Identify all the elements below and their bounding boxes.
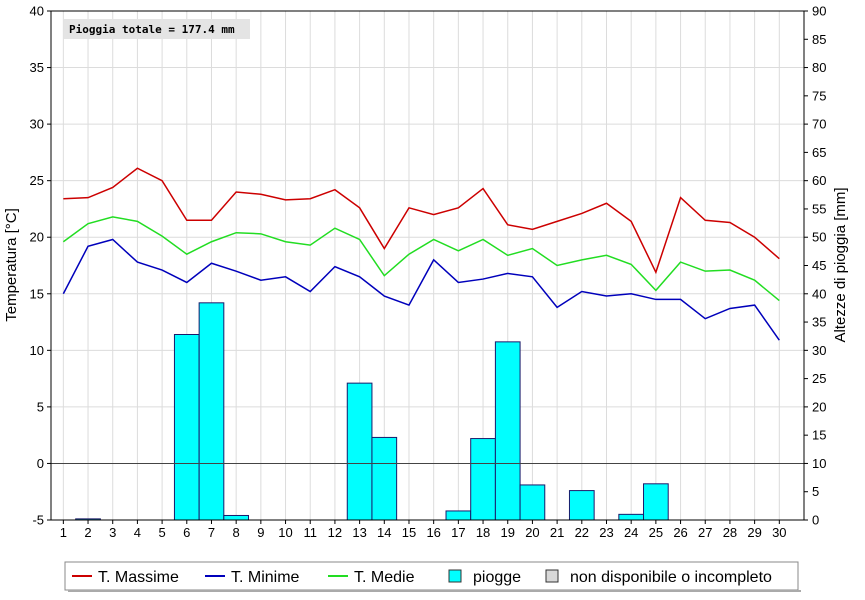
y-right-tick-label: 75 [812, 88, 826, 103]
y-left-tick-label: 20 [30, 230, 44, 245]
y-right-tick-label: 0 [812, 513, 819, 528]
rain-bar [198, 302, 225, 521]
total-rain-annotation: Pioggia totale = 177.4 mm [64, 19, 250, 39]
x-tick-label: 14 [377, 525, 391, 540]
y-right-tick-label: 45 [812, 258, 826, 273]
x-tick-label: 10 [278, 525, 292, 540]
x-tick-label: 15 [402, 525, 416, 540]
x-tick-label: 4 [134, 525, 141, 540]
y-right-tick-label: 35 [812, 315, 826, 330]
x-tick-label: 13 [352, 525, 366, 540]
y-right-tick-label: 10 [812, 456, 826, 471]
x-tick-label: 12 [328, 525, 342, 540]
annotation-box [64, 19, 250, 39]
y-right-tick-label: 30 [812, 343, 826, 358]
series-line-t-minime [62, 238, 780, 341]
x-tick-label: 19 [501, 525, 515, 540]
x-tick-label: 26 [673, 525, 687, 540]
legend-item: non disponibile o incompleto [545, 569, 772, 586]
y-left-tick-label: 30 [30, 117, 44, 132]
x-tick-label: 7 [208, 525, 215, 540]
y-left-tick-label: 5 [37, 399, 44, 414]
y-right-tick-label: 65 [812, 145, 826, 160]
rain-bar [346, 382, 373, 521]
y-axis-left-title: Temperatura [°C] [3, 208, 20, 322]
legend: T. Massime T. Minime T. Medie piogge non dis… [64, 561, 801, 592]
legend-item: T. Medie [328, 569, 415, 586]
y-axis-left-ticks: -5 0 5 10 15 20 25 30 35 40 [30, 4, 51, 528]
y-axis-right-ticks: 0 5 10 15 20 25 30 35 40 45 50 55 60 65 70 75 80 85 90 [804, 4, 826, 528]
x-tick-label: 8 [233, 525, 240, 540]
rain-bar [445, 510, 472, 521]
x-tick-label: 23 [599, 525, 613, 540]
x-tick-label: 5 [158, 525, 165, 540]
y-left-tick-label: 10 [30, 343, 44, 358]
x-tick-label: 16 [426, 525, 440, 540]
annotation-text: Pioggia totale = 177.4 mm [69, 23, 235, 36]
rain-bar [643, 483, 669, 521]
y-right-tick-label: 90 [812, 4, 826, 19]
y-left-tick-label: 40 [30, 4, 44, 19]
y-left-tick-label: 35 [30, 60, 44, 75]
x-tick-label: 30 [772, 525, 786, 540]
x-tick-label: 3 [109, 525, 116, 540]
legend-label: piogge [473, 569, 521, 586]
rain-bar [494, 341, 521, 521]
rain-bar [519, 484, 546, 521]
series-line-t-medie [62, 216, 780, 302]
x-axis-ticks: 1 2 3 4 5 6 7 8 9 10 11 12 13 14 15 16 17 18 19 20 21 22 23 24 2… [60, 520, 787, 540]
legend-shadow [68, 590, 801, 592]
x-tick-label: 6 [183, 525, 190, 540]
x-tick-label: 27 [698, 525, 712, 540]
temperature-lines [62, 167, 780, 341]
y-right-tick-label: 70 [812, 117, 826, 132]
legend-label: T. Medie [354, 569, 415, 586]
y-right-tick-label: 25 [812, 371, 826, 386]
y-right-tick-label: 20 [812, 399, 826, 414]
rain-bar [223, 514, 250, 521]
legend-label: non disponibile o incompleto [570, 569, 772, 586]
legend-label: T. Massime [98, 569, 179, 586]
rain-bar [173, 333, 200, 521]
y-right-tick-label: 55 [812, 201, 826, 216]
y-right-tick-label: 50 [812, 230, 826, 245]
x-tick-label: 25 [649, 525, 663, 540]
x-tick-label: 1 [60, 525, 67, 540]
rain-bar [568, 490, 595, 521]
series-line-t-massime [63, 167, 780, 275]
x-tick-label: 17 [451, 525, 465, 540]
y-right-tick-label: 80 [812, 60, 826, 75]
legend-swatch [448, 569, 462, 583]
y-left-tick-label: 15 [30, 286, 44, 301]
y-right-tick-label: 40 [812, 286, 826, 301]
rain-bars [75, 302, 669, 521]
x-tick-label: 11 [303, 525, 317, 540]
x-tick-label: 2 [84, 525, 91, 540]
x-tick-label: 20 [525, 525, 539, 540]
x-tick-label: 22 [575, 525, 589, 540]
legend-item: T. Massime [72, 569, 179, 586]
x-tick-label: 9 [257, 525, 264, 540]
legend-label: T. Minime [231, 569, 300, 586]
legend-item: T. Minime [205, 569, 300, 586]
x-tick-label: 24 [624, 525, 638, 540]
x-tick-label: 21 [550, 525, 564, 540]
rain-bar [470, 438, 496, 521]
y-right-tick-label: 5 [812, 484, 819, 499]
y-right-tick-label: 15 [812, 428, 826, 443]
x-tick-label: 29 [747, 525, 761, 540]
y-right-tick-label: 60 [812, 173, 826, 188]
legend-swatch [545, 569, 559, 583]
y-left-tick-label: 25 [30, 173, 44, 188]
rain-bar [618, 513, 645, 521]
x-tick-label: 28 [723, 525, 737, 540]
y-left-tick-label: -5 [32, 513, 44, 528]
y-right-tick-label: 85 [812, 32, 826, 47]
legend-item: piogge [448, 569, 521, 586]
x-tick-label: 18 [476, 525, 490, 540]
rain-bar [371, 436, 398, 521]
y-axis-right-title: Altezze di pioggia [mm] [832, 187, 849, 342]
y-left-tick-label: 0 [37, 456, 44, 471]
